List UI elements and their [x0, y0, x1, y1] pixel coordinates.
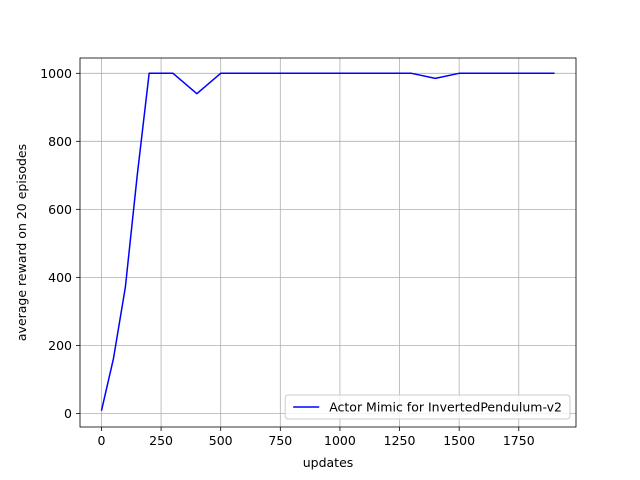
series-line-0 — [100, 72, 555, 411]
y-axis-ticks: 0 200 400 600 800 1000 — [40, 66, 80, 421]
y-tick-label: 200 — [48, 338, 72, 353]
legend-box — [284, 394, 571, 420]
legend: Actor Mimic for InvertedPendulum-v2 — [284, 394, 571, 420]
y-tick-label: 1000 — [40, 66, 72, 81]
x-tick-label: 1500 — [443, 433, 475, 448]
y-tick-label: 400 — [48, 270, 72, 285]
y-axis-label: average reward on 20 episodes — [14, 144, 29, 341]
y-tick-label: 600 — [48, 202, 72, 217]
x-tick-label: 1750 — [503, 433, 535, 448]
x-tick-label: 1000 — [324, 433, 356, 448]
x-tick-label: 500 — [209, 433, 233, 448]
x-axis-ticks: 0 250 500 750 1000 1250 1500 1750 — [97, 427, 535, 448]
x-tick-label: 0 — [97, 433, 105, 448]
y-tick-label: 0 — [64, 406, 72, 421]
x-tick-label: 750 — [268, 433, 292, 448]
series-layer — [100, 72, 555, 411]
y-tick-label: 800 — [48, 134, 72, 149]
x-tick-label: 1250 — [384, 433, 416, 448]
legend-label: Actor Mimic for InvertedPendulum-v2 — [329, 400, 562, 415]
plot-frame — [79, 57, 577, 428]
x-axis-label: updates — [303, 455, 354, 470]
x-tick-label: 250 — [149, 433, 173, 448]
